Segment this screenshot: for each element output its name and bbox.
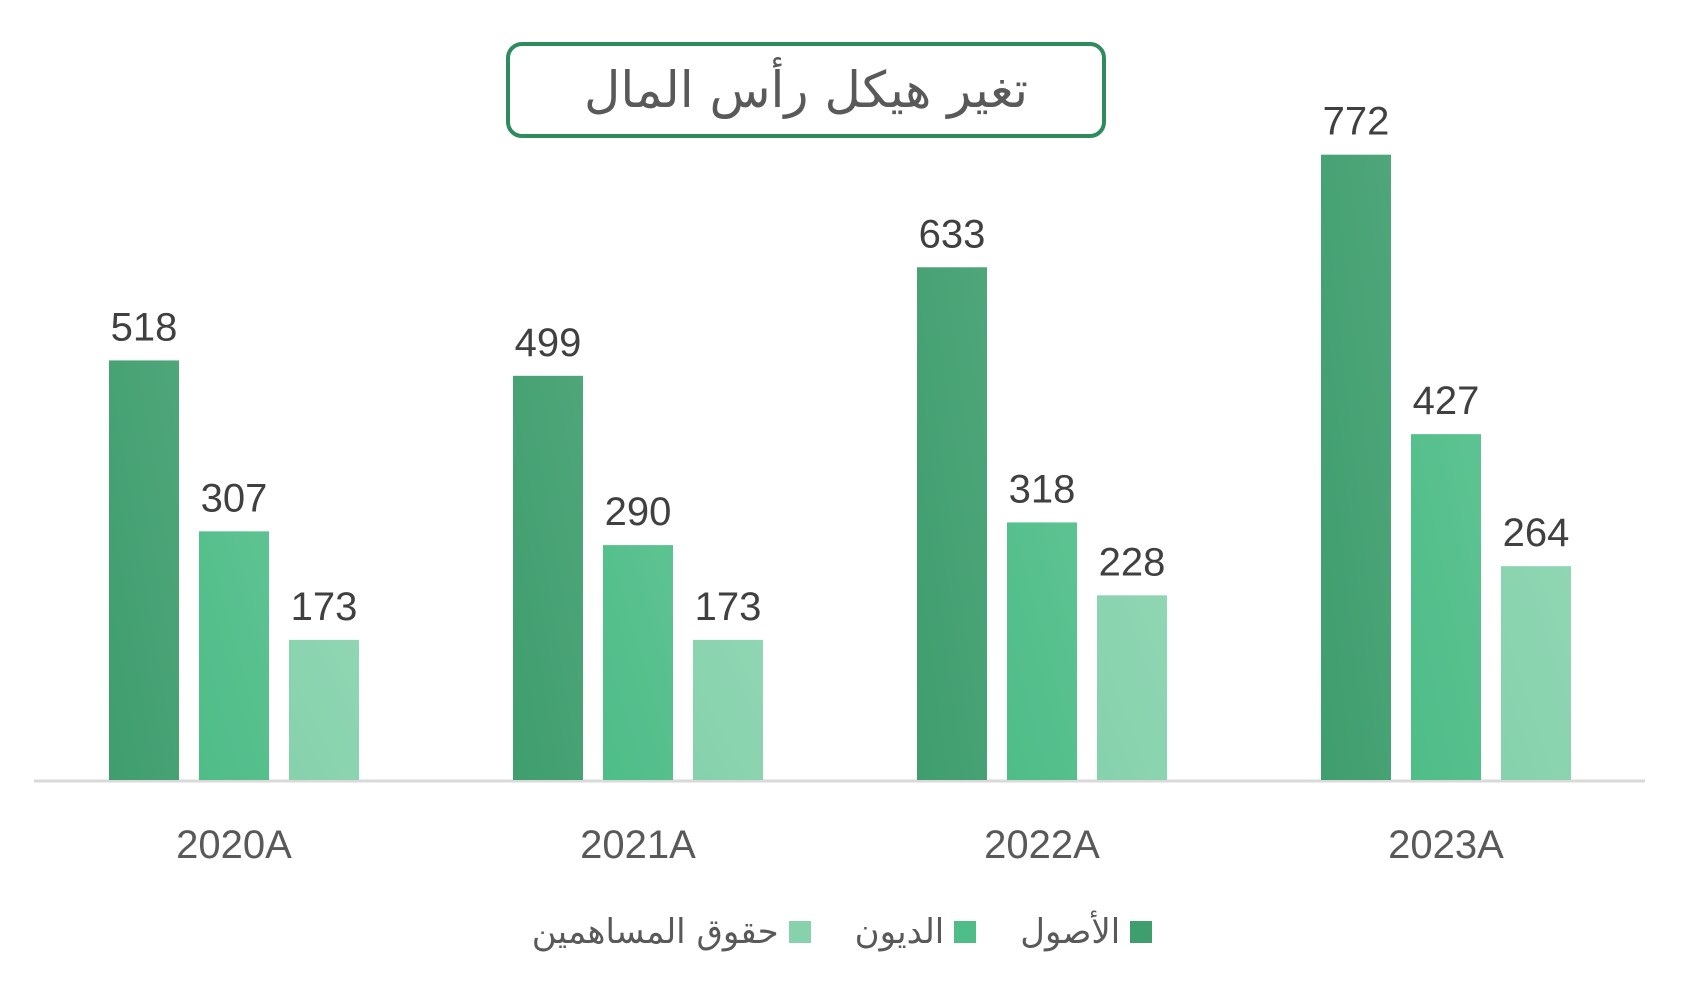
category-label-2022A: 2022A (984, 823, 1100, 867)
value-label-debts-2020A: 307 (201, 476, 268, 520)
bar-assets-2021A (513, 375, 583, 780)
legend-swatch-debts (954, 921, 977, 943)
value-label-assets-2022A: 633 (919, 212, 986, 256)
bar-equity-2020A (289, 639, 359, 780)
legend-item-assets: الأصول (1020, 912, 1153, 952)
chart-title-box: تغير هيكل رأس المال (506, 42, 1106, 138)
legend: الأصول الديون حقوق المساهمين (0, 915, 1684, 949)
legend-label-equity: حقوق المساهمين (531, 912, 779, 952)
legend-swatch-equity (788, 921, 811, 943)
value-label-equity-2020A: 173 (291, 585, 358, 629)
legend-swatch-assets (1130, 921, 1153, 943)
bar-debts-2022A (1007, 522, 1077, 780)
legend-label-debts: الديون (854, 912, 945, 952)
category-label-2023A: 2023A (1388, 823, 1504, 867)
value-label-debts-2021A: 290 (605, 490, 672, 534)
bar-debts-2021A (603, 545, 673, 780)
bar-equity-2023A (1501, 566, 1571, 780)
value-labels-layer: 518 307 173 499 290 173 633 318 228 772 427 264 (111, 100, 1570, 629)
legend-label-assets: الأصول (1020, 912, 1121, 952)
bar-equity-2022A (1097, 595, 1167, 780)
legend-item-debts: الديون (855, 915, 977, 949)
bar-debts-2023A (1411, 434, 1481, 780)
value-label-assets-2020A: 518 (111, 305, 178, 349)
category-labels-layer: 2020A 2021A 2022A 2023A (176, 823, 1504, 867)
chart-title: تغير هيكل رأس المال (584, 61, 1028, 119)
bar-assets-2023A (1321, 154, 1391, 780)
value-label-equity-2022A: 228 (1099, 540, 1166, 584)
category-label-2020A: 2020A (176, 823, 292, 867)
value-label-equity-2021A: 173 (695, 585, 762, 629)
bar-assets-2020A (109, 360, 179, 780)
value-label-debts-2023A: 427 (1413, 379, 1480, 423)
value-label-debts-2022A: 318 (1009, 467, 1076, 511)
bar-equity-2021A (693, 639, 763, 780)
category-label-2021A: 2021A (580, 823, 696, 867)
bar-assets-2022A (917, 267, 987, 780)
value-label-assets-2021A: 499 (515, 321, 582, 365)
legend-item-equity: حقوق المساهمين (532, 915, 811, 949)
bar-debts-2020A (199, 531, 269, 780)
value-label-equity-2023A: 264 (1503, 511, 1570, 555)
bars-layer (109, 154, 1571, 780)
value-label-assets-2023A: 772 (1323, 100, 1390, 144)
